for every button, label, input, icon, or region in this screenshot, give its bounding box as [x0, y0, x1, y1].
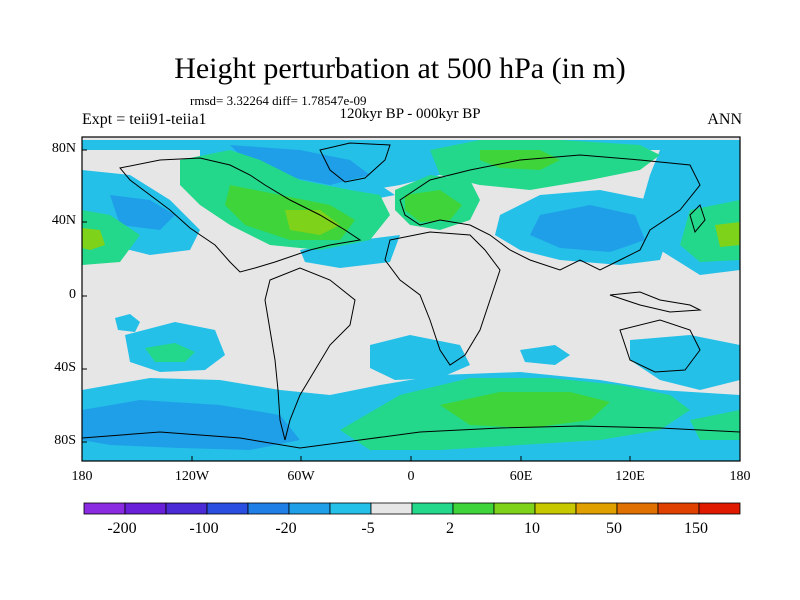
south-america-coast: [264, 267, 356, 441]
lon-label-60w: 60W: [287, 469, 315, 484]
southern-ocean-green-east: [690, 410, 740, 440]
lat-label-40n: 40N: [51, 213, 76, 228]
greenland-coast: [319, 142, 391, 183]
lat-label-80s: 80S: [54, 433, 76, 448]
lon-label-120w: 120W: [174, 469, 210, 484]
colorbar-label-minus100: -100: [189, 520, 219, 537]
south-pacific-green-core: [145, 343, 195, 362]
west-pacific-green-region: [82, 210, 140, 265]
east-pacific-yellow-core: [715, 222, 740, 247]
antarctica-coast: [82, 425, 740, 449]
colorbar-label-10: 10: [524, 520, 540, 537]
coastlines: [82, 142, 740, 449]
lon-label-120e: 120E: [615, 469, 645, 484]
experiment-label: Expt = teii91-teiia1: [82, 111, 207, 128]
europe-bright-green: [405, 190, 462, 222]
lon-label-180e: 180: [729, 469, 751, 484]
east-indian-blue-region: [630, 335, 740, 390]
height-field: [82, 137, 740, 461]
arctic-deep-blue: [230, 145, 370, 185]
colorbar-label-2: 2: [446, 520, 454, 537]
indonesia-coast: [609, 291, 702, 313]
lon-label-0: 0: [407, 469, 415, 484]
southern-ocean-deep-blue: [82, 400, 300, 450]
africa-coast: [384, 231, 501, 366]
australia-coast: [619, 319, 701, 373]
indian-ocean-blue-small: [520, 345, 570, 365]
south-atlantic-blue-region: [370, 335, 470, 380]
rmsd-diff-stats: rmsd= 3.32264 diff= 1.78547e-09: [190, 93, 367, 108]
lat-label-40s: 40S: [54, 360, 76, 375]
colorbar-label-150: 150: [684, 520, 708, 537]
axis-ticks: [81, 149, 741, 461]
southern-ocean-bright-green: [440, 392, 610, 428]
atlantic-blue-region: [300, 235, 400, 268]
colorbar-label-minus5: -5: [361, 520, 375, 537]
colorbar-label-50: 50: [606, 520, 622, 537]
lat-label-80n: 80N: [51, 141, 76, 156]
west-pacific-yellow-core: [82, 228, 105, 250]
north-america-coast: [119, 157, 362, 273]
asia-deep-blue-core: [530, 205, 645, 252]
pacific-deep-blue-core: [110, 195, 175, 230]
season-label: ANN: [707, 111, 742, 128]
europe-asia-coast: [399, 154, 701, 271]
japan-coast: [689, 204, 706, 234]
lat-label-0: 0: [69, 287, 76, 302]
period-subtitle: 120kyr BP - 000kyr BP: [339, 106, 481, 122]
lon-label-60e: 60E: [509, 469, 533, 484]
chart-title: Height perturbation at 500 hPa (in m): [174, 52, 626, 85]
lon-label-180w: 180: [71, 469, 93, 484]
north-america-yellow-core: [285, 210, 340, 235]
south-pacific-blue-small: [115, 314, 140, 332]
colorbar-label-minus200: -200: [107, 520, 137, 537]
colorbar-label-minus20: -20: [275, 520, 297, 537]
